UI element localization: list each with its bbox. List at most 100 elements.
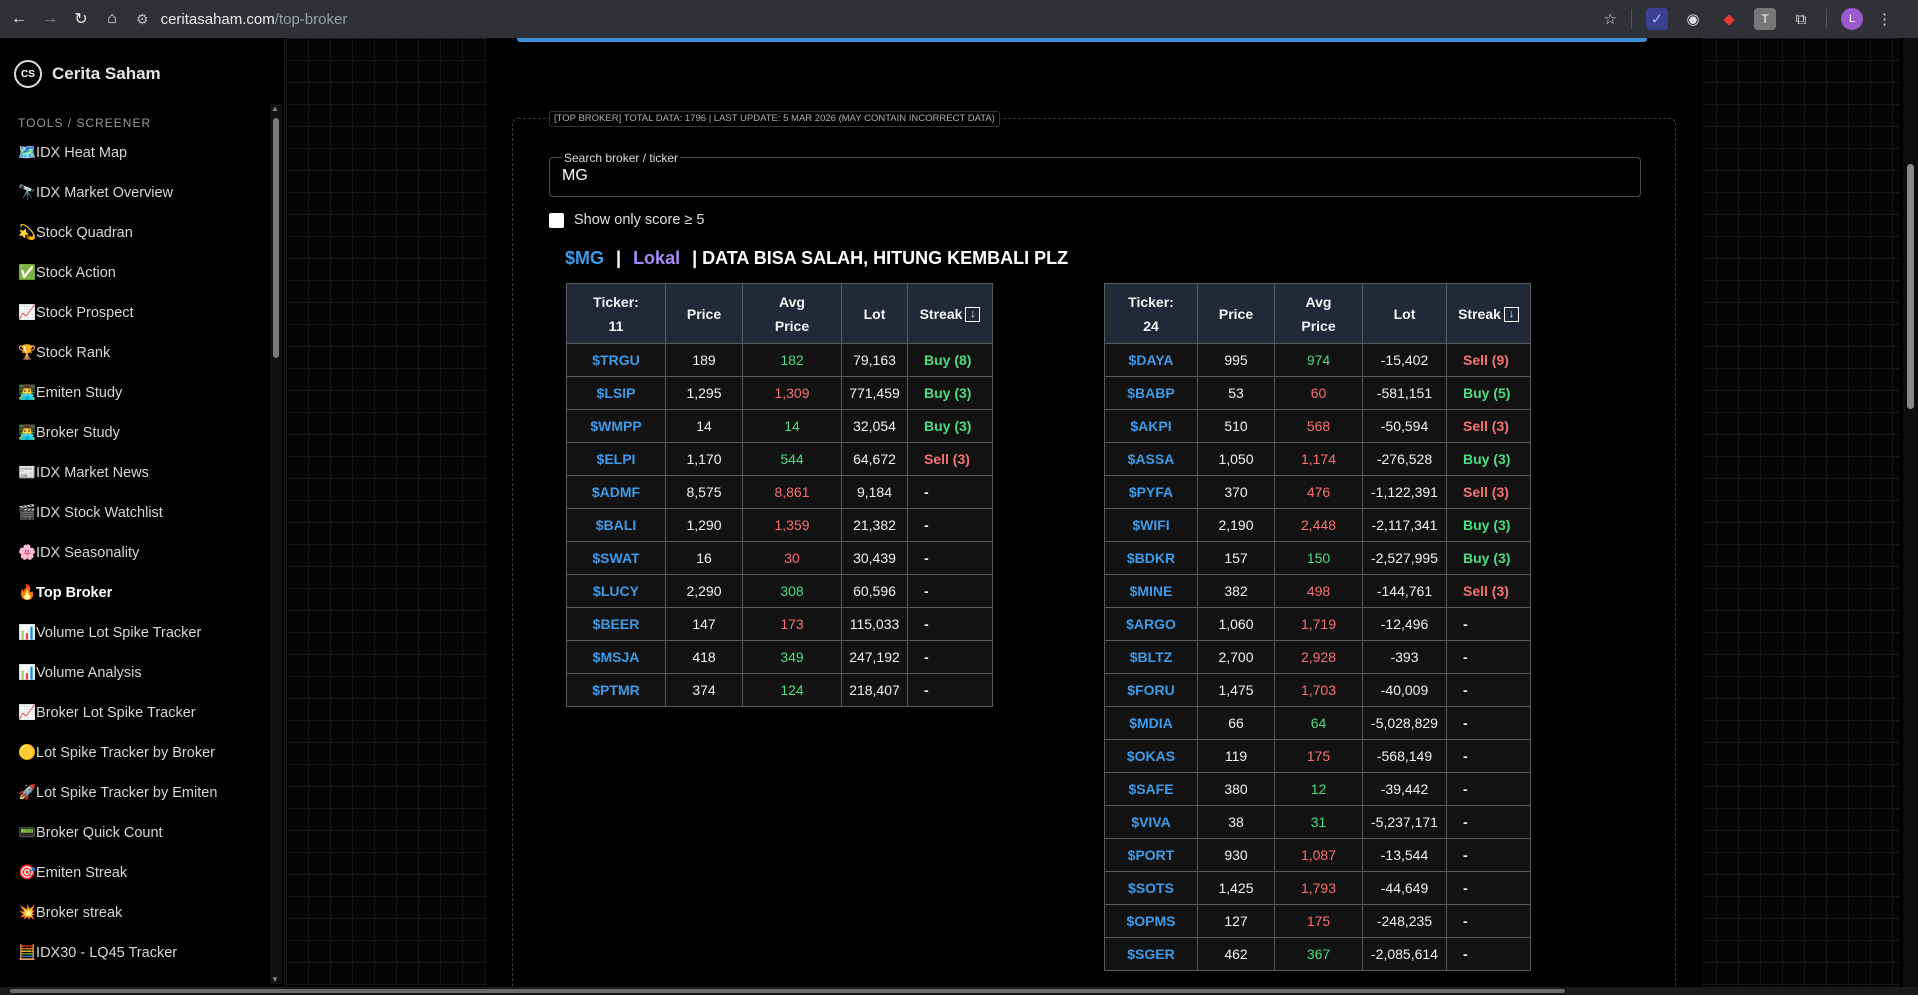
sidebar-item[interactable]: 🎬IDX Stock Watchlist [18, 504, 163, 521]
search-field[interactable]: Search broker / ticker [549, 151, 1641, 197]
back-icon[interactable]: ← [11, 10, 27, 27]
ticker-cell[interactable]: $SWAT [566, 541, 666, 575]
ticker-cell[interactable]: $PYFA [1104, 475, 1198, 509]
sidebar-item[interactable]: 📊Volume Analysis [18, 664, 142, 681]
ticker-cell[interactable]: $ASSA [1104, 442, 1198, 476]
address-bar[interactable]: ⚙ ceritasaham.com/top-broker [132, 11, 347, 28]
col-streak[interactable]: Streak ↓ [1446, 283, 1531, 344]
price-cell: 2,190 [1197, 508, 1275, 542]
reload-icon[interactable]: ↻ [74, 11, 88, 28]
page-scroll-thumb[interactable] [1907, 164, 1914, 409]
sidebar-item[interactable]: 👨‍💻Emiten Study [18, 384, 123, 401]
ticker-cell[interactable]: $ADMF [566, 475, 666, 509]
ticker-cell[interactable]: $MSJA [566, 640, 666, 674]
sort-down-icon[interactable]: ↓ [1503, 307, 1519, 323]
ticker-cell[interactable]: $ARGO [1104, 607, 1198, 641]
extensions-puzzle-icon[interactable]: ⧉ [1795, 10, 1807, 28]
score-filter[interactable]: Show only score ≥ 5 [549, 212, 704, 228]
ticker-cell[interactable]: $TRGU [566, 343, 666, 377]
extension-check-icon[interactable]: ✓ [1646, 8, 1668, 30]
ticker-cell[interactable]: $SAFE [1104, 772, 1198, 806]
lot-cell: -248,235 [1362, 904, 1447, 938]
ticker-cell[interactable]: $WIFI [1104, 508, 1198, 542]
ticker-cell[interactable]: $SGER [1104, 937, 1198, 971]
scroll-down-icon[interactable]: ▼ [271, 975, 279, 984]
col-price[interactable]: Price [665, 283, 743, 344]
ticker-cell[interactable]: $LSIP [566, 376, 666, 410]
sidebar-item[interactable]: 🗺️IDX Heat Map [18, 144, 128, 161]
home-icon[interactable]: ⌂ [107, 10, 117, 27]
ticker-cell[interactable]: $BDKR [1104, 541, 1198, 575]
scroll-up-icon[interactable]: ▲ [271, 104, 279, 113]
ticker-cell[interactable]: $BEER [566, 607, 666, 641]
sort-down-icon[interactable]: ↓ [965, 307, 981, 323]
table-row: $ADMF 8,575 8,861 9,184- [566, 475, 993, 509]
camera-icon[interactable]: ◉ [1686, 11, 1700, 28]
ticker-cell[interactable]: $BLTZ [1104, 640, 1198, 674]
heading-ticker[interactable]: $MG [565, 248, 605, 268]
ticker-cell[interactable]: $MDIA [1104, 706, 1198, 740]
ticker-cell[interactable]: $BABP [1104, 376, 1198, 410]
sidebar-item[interactable]: 📊Volume Lot Spike Tracker [18, 624, 202, 641]
horizontal-scroll-thumb[interactable] [10, 989, 1565, 993]
page-scrollbar[interactable] [1903, 38, 1918, 987]
ticker-cell[interactable]: $SOTS [1104, 871, 1198, 905]
ticker-cell[interactable]: $OKAS [1104, 739, 1198, 773]
col-avg-price[interactable]: Avg Price [1274, 283, 1363, 344]
profile-avatar[interactable]: L [1841, 8, 1863, 30]
ticker-cell[interactable]: $PORT [1104, 838, 1198, 872]
sidebar-item[interactable]: 🌸IDX Seasonality [18, 544, 140, 561]
sidebar-item[interactable]: 📰IDX Market News [18, 464, 149, 481]
ticker-cell[interactable]: $BALI [566, 508, 666, 542]
sidebar-item[interactable]: 🟡Lot Spike Tracker by Broker [18, 744, 215, 761]
col-streak[interactable]: Streak ↓ [907, 283, 993, 344]
price-cell: 1,475 [1197, 673, 1275, 707]
col-lot[interactable]: Lot [1362, 283, 1447, 344]
sidebar-item[interactable]: 🔭IDX Market Overview [18, 184, 174, 201]
sidebar-item[interactable]: 📈Broker Lot Spike Tracker [18, 704, 196, 721]
browser-menu-icon[interactable]: ⋮ [1877, 11, 1892, 28]
avg-price-cell: 349 [742, 640, 842, 674]
sidebar-item[interactable]: 🔥Top Broker [18, 584, 113, 601]
col-ticker[interactable]: Ticker: 11 [566, 283, 666, 344]
table-row: $BDKR 157 150 -2,527,995 Buy (3) [1104, 541, 1531, 575]
col-ticker[interactable]: Ticker: 24 [1104, 283, 1198, 344]
sidebar-item[interactable]: 📟Broker Quick Count [18, 824, 163, 841]
sidebar-item[interactable]: 👨‍💻Broker Study [18, 424, 120, 441]
ticker-cell[interactable]: $FORU [1104, 673, 1198, 707]
sidebar-item[interactable]: 🧮IDX30 - LQ45 Tracker [18, 944, 178, 961]
ticker-cell[interactable]: $LUCY [566, 574, 666, 608]
table-row: $ARGO 1,060 1,719 -12,496- [1104, 607, 1531, 641]
col-avg-price[interactable]: Avg Price [742, 283, 842, 344]
sidebar-item[interactable]: 🏆Stock Rank [18, 344, 111, 361]
extension-text-icon[interactable]: T [1754, 8, 1776, 30]
sidebar-item[interactable]: 🚀Lot Spike Tracker by Emiten [18, 784, 218, 801]
price-cell: 1,295 [665, 376, 743, 410]
forward-icon[interactable]: → [42, 10, 58, 27]
sidebar-item[interactable]: 🎯Emiten Streak [18, 864, 128, 881]
ticker-cell[interactable]: $ELPI [566, 442, 666, 476]
extension-red-icon[interactable]: ◆ [1723, 11, 1735, 28]
sidebar-scrollbar[interactable]: ▲ ▼ [270, 104, 282, 984]
search-input[interactable] [562, 167, 1462, 185]
ticker-cell[interactable]: $OPMS [1104, 904, 1198, 938]
sidebar-item[interactable]: 💫Stock Quadran [18, 224, 133, 241]
horizontal-scrollbar[interactable] [0, 987, 1918, 995]
brand[interactable]: CS Cerita Saham [14, 60, 284, 88]
ticker-cell[interactable]: $DAYA [1104, 343, 1198, 377]
site-info-icon[interactable]: ⚙ [136, 10, 149, 27]
streak-cell: - [907, 607, 993, 641]
ticker-cell[interactable]: $PTMR [566, 673, 666, 707]
col-price[interactable]: Price [1197, 283, 1275, 344]
sidebar-scroll-thumb[interactable] [273, 118, 279, 358]
ticker-cell[interactable]: $VIVA [1104, 805, 1198, 839]
ticker-cell[interactable]: $AKPI [1104, 409, 1198, 443]
ticker-cell[interactable]: $WMPP [566, 409, 666, 443]
score-checkbox[interactable] [549, 212, 564, 228]
ticker-cell[interactable]: $MINE [1104, 574, 1198, 608]
col-lot[interactable]: Lot [841, 283, 908, 344]
bookmark-star-icon[interactable]: ☆ [1603, 11, 1617, 28]
sidebar-item[interactable]: 💥Broker streak [18, 904, 123, 921]
sidebar-item[interactable]: ✅Stock Action [18, 264, 116, 281]
sidebar-item[interactable]: 📈Stock Prospect [18, 304, 134, 321]
